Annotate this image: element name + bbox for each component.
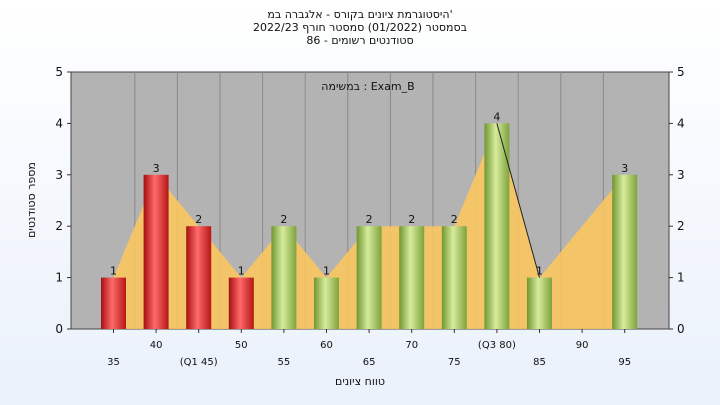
y-axis-title: מספר סטודנטים [25, 162, 38, 238]
y-tick-label-right: 2 [677, 219, 685, 233]
bar-9 [484, 123, 510, 330]
chart-title: היסטוגרמת ציונים בקורס - אלגברה במ' [267, 8, 453, 21]
bar-value-label: 2 [408, 213, 415, 226]
y-tick-label-left: 2 [55, 219, 63, 233]
y-tick-label-right: 0 [677, 322, 685, 336]
bar-value-label: 2 [366, 213, 373, 226]
x-tick-label: 35 [107, 357, 120, 368]
y-tick-label-right: 5 [677, 65, 685, 79]
bar-value-label: 2 [280, 213, 287, 226]
quartile-connector [496, 123, 540, 278]
x-tick-label: 40 [150, 340, 163, 351]
y-tick-label-left: 0 [55, 322, 63, 336]
x-tick-label: 75 [448, 357, 461, 368]
bar-value-label: 3 [621, 162, 628, 175]
x-tick-label: 65 [363, 357, 376, 368]
bar-7 [399, 226, 425, 329]
x-tick-label: 55 [278, 357, 291, 368]
x-axis-title: טווח ציונים [335, 375, 385, 388]
bar-value-label: 1 [323, 265, 330, 278]
y-tick-label-right: 3 [677, 168, 685, 182]
x-tick-label: 85 [533, 357, 546, 368]
y-tick-label-left: 3 [55, 168, 63, 182]
bar-5 [314, 277, 339, 329]
chart-subtitle-semester: בסמסטר (01/2022) סמסטר חורף 2022/23 [253, 21, 467, 34]
y-tick-label-left: 4 [55, 116, 63, 130]
chart-subtitle-students: סטודנטים רשומים - 86 [306, 34, 414, 47]
bar-8 [441, 226, 467, 329]
bar-value-label: 1 [536, 265, 543, 278]
bar-3 [228, 277, 254, 329]
bars-group: 1 3 2 1 2 1 2 2 2 4 1 3 [101, 110, 638, 330]
bar-12 [612, 174, 638, 329]
x-tick-label: 90 [576, 340, 589, 351]
y-tick-label-left: 5 [55, 65, 63, 79]
x-tick-label: 60 [320, 340, 333, 351]
bar-10 [527, 277, 552, 329]
bar-4 [271, 226, 297, 329]
bar-6 [356, 226, 382, 329]
y-tick-label-right: 1 [677, 271, 685, 285]
bar-value-label: 1 [110, 265, 117, 278]
bar-value-label: 2 [451, 213, 458, 226]
chart-annotation: במשימה : Exam_B [321, 80, 414, 93]
bar-0 [101, 277, 126, 329]
y-axis-right: 0 1 2 3 4 5 [669, 65, 685, 336]
x-tick-label: 95 [618, 357, 631, 368]
y-tick-label-right: 4 [677, 116, 685, 130]
bar-1 [143, 174, 169, 329]
x-tick-label: (Q3 80) [478, 340, 516, 351]
bar-value-label: 3 [153, 162, 160, 175]
y-axis-left: 0 1 2 3 4 5 [55, 65, 71, 336]
y-tick-label-left: 1 [55, 271, 63, 285]
bar-2 [186, 226, 212, 329]
x-tick-label: 50 [235, 340, 248, 351]
bar-value-label: 4 [493, 110, 500, 123]
bar-value-label: 2 [195, 213, 202, 226]
x-axis: 35 40 (Q1 45) 50 55 60 65 70 75 (Q3 80) 85 90 95 [107, 329, 631, 368]
bar-value-label: 1 [238, 265, 245, 278]
x-tick-label: (Q1 45) [180, 357, 218, 368]
x-tick-label: 70 [405, 340, 418, 351]
